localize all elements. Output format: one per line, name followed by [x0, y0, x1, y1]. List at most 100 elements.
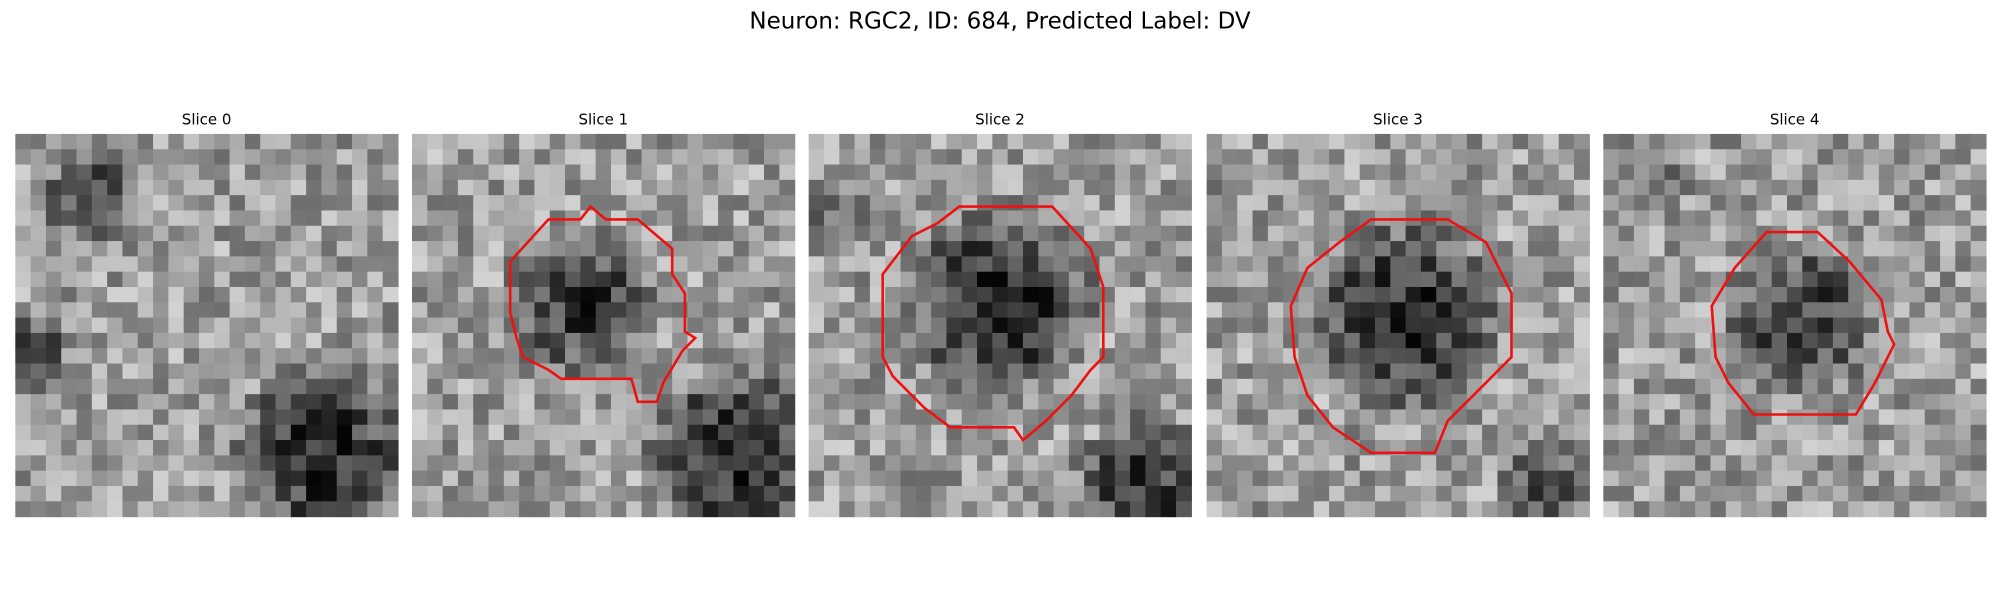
pixel: [1863, 348, 1880, 365]
pixel: [1221, 485, 1238, 502]
pixel: [290, 286, 307, 303]
pixel: [1221, 363, 1238, 380]
pixel: [1618, 149, 1635, 166]
pixel: [869, 256, 886, 273]
pixel: [1482, 164, 1499, 181]
pixel: [961, 501, 978, 518]
pixel: [1512, 378, 1529, 395]
pixel: [1558, 348, 1575, 365]
pixel: [229, 501, 246, 518]
pixel: [1786, 485, 1803, 502]
pixel: [1970, 210, 1987, 227]
pixel: [153, 363, 169, 380]
pixel: [1375, 424, 1391, 441]
pixel: [214, 378, 231, 395]
pixel: [1603, 133, 1620, 150]
pixel: [1832, 394, 1849, 411]
pixel: [1710, 210, 1727, 227]
pixel: [1679, 378, 1696, 395]
pixel: [1482, 424, 1499, 441]
pixel: [823, 485, 840, 502]
pixel: [823, 409, 840, 426]
pixel: [1695, 164, 1712, 181]
pixel: [733, 501, 750, 518]
pixel: [260, 332, 277, 349]
pixel: [1359, 424, 1376, 441]
pixel: [992, 424, 1009, 441]
pixel: [1482, 210, 1499, 227]
pixel: [1543, 440, 1560, 456]
pixel: [1375, 164, 1391, 181]
pixel: [656, 210, 673, 227]
pixel: [1955, 501, 1972, 518]
pixel: [1878, 210, 1895, 227]
pixel: [1894, 317, 1911, 334]
pixel: [367, 164, 384, 181]
pixel: [1573, 195, 1590, 212]
pixel: [1038, 317, 1055, 334]
pixel: [915, 378, 932, 395]
pixel: [198, 470, 215, 487]
pixel: [442, 286, 459, 303]
pixel: [1756, 424, 1773, 441]
pixel: [869, 485, 886, 502]
pixel: [869, 501, 886, 518]
pixel: [352, 256, 368, 273]
pixel: [779, 210, 796, 227]
pixel: [534, 409, 551, 426]
pixel: [718, 455, 735, 472]
pixel: [1512, 409, 1529, 426]
pixel: [1649, 241, 1666, 257]
pixel: [961, 363, 978, 380]
pixel: [1007, 195, 1024, 212]
pixel: [260, 271, 277, 288]
pixel: [107, 485, 124, 502]
pixel: [137, 470, 154, 487]
pixel: [534, 286, 551, 303]
pixel: [1252, 363, 1269, 380]
pixel: [457, 501, 474, 518]
pixel: [1283, 210, 1300, 227]
pixel: [442, 470, 459, 487]
pixel: [1298, 179, 1315, 196]
pixel: [1114, 271, 1131, 288]
pixel: [1802, 485, 1819, 502]
pixel: [915, 195, 932, 212]
pixel: [1466, 256, 1483, 273]
pixel: [915, 286, 932, 303]
pixel: [1298, 195, 1315, 212]
pixel: [30, 179, 47, 196]
pixel: [260, 133, 277, 150]
pixel: [900, 470, 917, 487]
pixel: [961, 149, 978, 166]
pixel: [1466, 424, 1483, 441]
pixel: [1970, 225, 1987, 242]
pixel: [1130, 470, 1147, 487]
pixel: [1543, 179, 1560, 196]
pixel: [1664, 133, 1681, 150]
pixel: [1725, 241, 1742, 257]
pixel: [1756, 332, 1773, 349]
pixel: [1725, 501, 1742, 518]
pixel: [1420, 241, 1437, 257]
pixel: [1252, 424, 1269, 441]
pixel: [1817, 256, 1834, 273]
pixel: [503, 501, 520, 518]
pixel: [977, 424, 993, 441]
pixel: [137, 256, 154, 273]
pixel: [808, 210, 825, 227]
pixel: [382, 164, 399, 181]
pixel: [839, 317, 856, 334]
pixel: [1573, 424, 1590, 441]
pixel: [1528, 424, 1544, 441]
pixel: [1007, 210, 1024, 227]
pixel: [1283, 179, 1300, 196]
pixel: [153, 271, 169, 288]
pixel: [183, 424, 200, 441]
pixel: [1084, 455, 1101, 472]
pixel: [229, 424, 246, 441]
pixel: [931, 210, 948, 227]
pixel: [565, 348, 581, 365]
pixel: [1038, 424, 1055, 441]
pixel: [1894, 210, 1911, 227]
